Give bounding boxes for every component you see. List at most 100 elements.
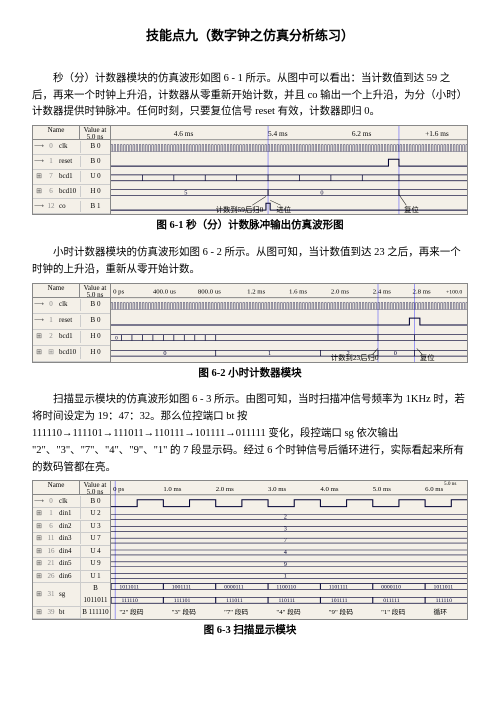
- svg-text:800.0 us: 800.0 us: [198, 289, 221, 296]
- expand-icon: ⟶: [33, 156, 45, 167]
- row-index: 0: [45, 299, 57, 310]
- svg-text:0: 0: [394, 351, 397, 357]
- caption-2: 图 6-2 小时计数器模块: [32, 366, 468, 383]
- svg-text:"4" 段码: "4" 段码: [276, 608, 301, 617]
- svg-text:2: 2: [284, 515, 287, 521]
- signal-name: clk: [57, 141, 80, 152]
- svg-text:0: 0: [163, 351, 166, 357]
- expand-icon: ⊞: [33, 589, 45, 600]
- row-index: 12: [45, 201, 57, 212]
- wave1-hdr-name: Name: [33, 126, 80, 139]
- expand-icon: ⊞: [33, 186, 45, 197]
- expand-icon: ⊞: [33, 607, 45, 618]
- signal-row: ⊞21din5U 9: [33, 558, 110, 571]
- paragraph-1: 秒（分）计数器模块的仿真波形如图 6 - 1 所示。从图中可以看出：当计数值到达…: [32, 71, 468, 121]
- expand-icon: ⟶: [33, 315, 45, 326]
- signal-value: U 3: [80, 521, 110, 532]
- signal-value: B 0: [80, 141, 110, 152]
- signal-row: ⟶0clkB 0: [33, 298, 110, 314]
- signal-value: U 7: [80, 533, 110, 544]
- svg-text:0000110: 0000110: [381, 585, 401, 591]
- row-index: 0: [45, 496, 57, 507]
- wave2-right: 0 ps 400.0 us 800.0 us 1.2 ms 1.6 ms 2.0…: [111, 284, 467, 362]
- svg-text:111011: 111011: [226, 599, 243, 605]
- wave1-right: 4.6 ms 5.4 ms 6.2 ms +1.6 ms: [111, 126, 467, 214]
- svg-text:"3" 段码: "3" 段码: [172, 608, 197, 617]
- svg-text:"2" 段码: "2" 段码: [119, 608, 144, 617]
- wave3-left-col: Name Value at 5.0 ns ⟶0clkB 0⊞1din1U 2⊞6…: [33, 481, 111, 619]
- signal-row: ⊞1din1U 2: [33, 508, 110, 521]
- svg-text:101111: 101111: [331, 599, 348, 605]
- signal-name: clk: [57, 299, 80, 310]
- svg-text:1011011: 1011011: [433, 585, 453, 591]
- svg-text:2.0 ms: 2.0 ms: [216, 486, 235, 493]
- signal-row: ⟶1resetB 0: [33, 314, 110, 330]
- caption-3: 图 6-3 扫描显示模块: [32, 623, 468, 640]
- svg-text:2.8 ms: 2.8 ms: [413, 289, 432, 296]
- wave2-left-col: Name Value at 5.0 ns ⟶0clkB 0⟶1resetB 0⊞…: [33, 284, 111, 362]
- signal-value: U 9: [80, 558, 110, 569]
- signal-value: U 4: [80, 546, 110, 557]
- row-index: 1: [45, 156, 57, 167]
- svg-text:+1.6 ms: +1.6 ms: [425, 130, 449, 138]
- signal-value: B 0: [80, 156, 110, 167]
- signal-name: din2: [57, 521, 80, 532]
- svg-text:1: 1: [268, 351, 271, 357]
- expand-icon: ⊞: [33, 558, 45, 569]
- svg-text:3.0 ms: 3.0 ms: [268, 486, 287, 493]
- signal-row: ⊞11din3U 7: [33, 533, 110, 546]
- signal-value: B 1011011: [80, 583, 110, 605]
- svg-text:0: 0: [115, 335, 118, 341]
- wave2-hdr-name: Name: [33, 284, 80, 297]
- svg-text:4.6 ms: 4.6 ms: [174, 130, 194, 138]
- signal-value: H 0: [80, 186, 110, 197]
- row-index: 26: [45, 571, 57, 582]
- signal-name: bt: [57, 607, 80, 618]
- svg-text:0 ps: 0 ps: [113, 289, 125, 296]
- expand-icon: ⟶: [33, 299, 45, 310]
- expand-icon: ⟶: [33, 201, 45, 212]
- paragraph-3: 扫描显示模块的仿真波形如图 6 - 3 所示。由图可知，当时扫描冲信号频率为 1…: [32, 392, 468, 476]
- svg-text:3: 3: [284, 527, 287, 533]
- row-index: 21: [45, 558, 57, 569]
- svg-text:复位: 复位: [404, 205, 419, 214]
- signal-value: H 0: [80, 347, 110, 358]
- wave2-hdr-value: Value at 5.0 ns: [80, 284, 110, 297]
- signal-row: ⟶1resetB 0: [33, 155, 110, 170]
- signal-name: bcd10: [57, 186, 80, 197]
- signal-row: ⊞2bcd1H 0: [33, 330, 110, 346]
- signal-value: B 0: [80, 299, 110, 310]
- signal-row: ⊞⊞bcd10H 0: [33, 346, 110, 362]
- svg-text:9: 9: [284, 562, 287, 568]
- expand-icon: ⊞: [33, 521, 45, 532]
- svg-text:1101111: 1101111: [329, 585, 348, 591]
- signal-row: ⊞39btB 111110: [33, 607, 110, 620]
- expand-icon: ⊞: [33, 571, 45, 582]
- page-title: 技能点九（数字钟之仿真分析练习）: [32, 26, 468, 47]
- signal-name: bcd1: [57, 171, 80, 182]
- signal-name: bcd10: [57, 347, 80, 358]
- svg-text:进位: 进位: [276, 205, 291, 214]
- svg-text:2.0 ms: 2.0 ms: [331, 289, 350, 296]
- svg-text:1001111: 1001111: [172, 585, 192, 591]
- signal-name: reset: [57, 156, 80, 167]
- signal-value: U 0: [80, 171, 110, 182]
- row-index: 7: [45, 171, 57, 182]
- svg-text:1.6 ms: 1.6 ms: [289, 289, 308, 296]
- wave3-right: 0 ps 1.0 ms 2.0 ms 3.0 ms 4.0 ms 5.0 ms …: [111, 481, 467, 619]
- signal-row: ⊞16din4U 4: [33, 546, 110, 559]
- svg-text:"9" 段码: "9" 段码: [329, 608, 354, 617]
- signal-name: din4: [57, 546, 80, 557]
- svg-text:111110: 111110: [436, 599, 453, 605]
- row-index: ⊞: [45, 347, 57, 358]
- svg-text:0: 0: [320, 191, 323, 197]
- svg-text:1: 1: [284, 574, 287, 580]
- svg-text:计数到23后归0: 计数到23后归0: [331, 353, 379, 362]
- svg-text:110111: 110111: [279, 599, 296, 605]
- signal-value: B 111110: [80, 607, 110, 618]
- svg-text:111101: 111101: [174, 599, 191, 605]
- signal-name: din5: [57, 558, 80, 569]
- svg-text:1100110: 1100110: [276, 585, 296, 591]
- svg-text:111110: 111110: [121, 599, 138, 605]
- expand-icon: ⟶: [33, 496, 45, 507]
